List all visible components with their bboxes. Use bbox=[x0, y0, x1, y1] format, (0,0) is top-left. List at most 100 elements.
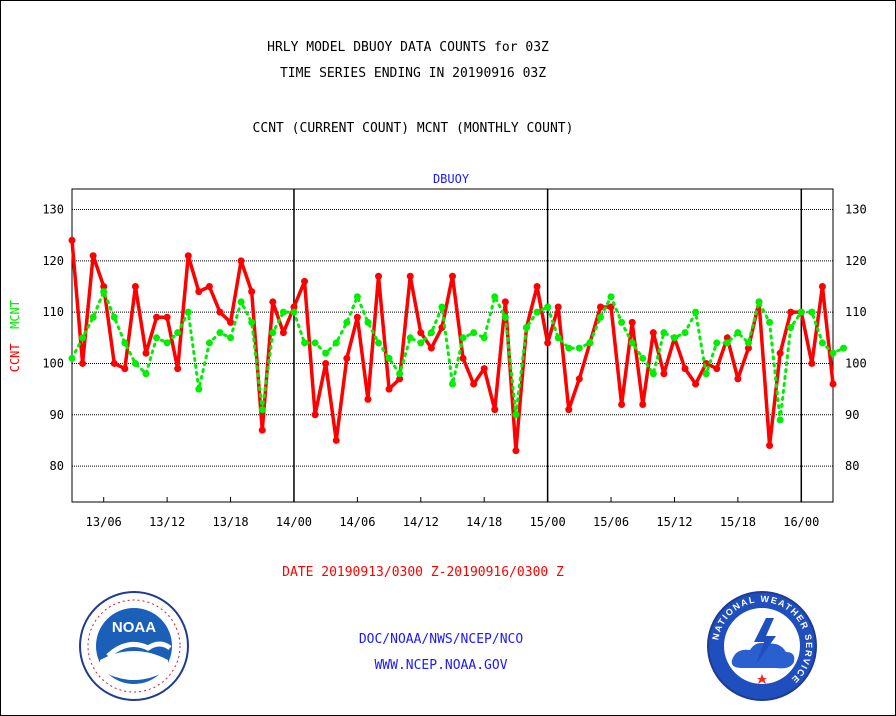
data-point-mcnt bbox=[607, 293, 615, 301]
data-point-mcnt bbox=[575, 344, 583, 352]
data-point-mcnt bbox=[744, 339, 752, 347]
data-point-ccnt bbox=[237, 257, 245, 265]
data-point-ccnt bbox=[195, 288, 203, 296]
data-point-mcnt bbox=[290, 308, 298, 316]
data-point-ccnt bbox=[311, 411, 319, 419]
data-point-mcnt bbox=[829, 349, 837, 357]
data-point-mcnt bbox=[649, 370, 657, 378]
data-point-ccnt bbox=[417, 329, 425, 337]
xtick-label: 15/06 bbox=[593, 515, 629, 529]
ytick-label-right: 110 bbox=[845, 305, 867, 319]
data-point-mcnt bbox=[480, 334, 488, 342]
data-point-ccnt bbox=[396, 375, 404, 383]
data-point-ccnt bbox=[279, 329, 287, 337]
data-point-mcnt bbox=[491, 293, 499, 301]
data-point-ccnt bbox=[501, 298, 509, 306]
chart-subtitle: CCNT (CURRENT COUNT) MCNT (MONTHLY COUNT… bbox=[252, 121, 574, 136]
data-point-ccnt bbox=[163, 313, 171, 321]
data-point-ccnt bbox=[100, 282, 108, 290]
data-point-ccnt bbox=[227, 318, 235, 326]
data-point-mcnt bbox=[522, 324, 530, 332]
data-point-mcnt bbox=[734, 329, 742, 337]
data-point-mcnt bbox=[512, 411, 520, 419]
noaa-logo: NOAA bbox=[79, 591, 189, 701]
data-point-ccnt bbox=[406, 272, 414, 280]
data-point-ccnt bbox=[142, 349, 150, 357]
data-point-ccnt bbox=[248, 288, 256, 296]
data-point-ccnt bbox=[512, 447, 520, 455]
nws-logo: NATIONAL WEATHER SERVICE bbox=[707, 591, 817, 701]
data-point-mcnt bbox=[184, 308, 192, 316]
ytick-label-right: 120 bbox=[845, 254, 867, 268]
data-point-ccnt bbox=[618, 401, 626, 409]
data-point-ccnt bbox=[427, 344, 435, 352]
data-point-ccnt bbox=[575, 375, 583, 383]
data-point-ccnt bbox=[290, 303, 298, 311]
data-point-mcnt bbox=[723, 339, 731, 347]
data-point-ccnt bbox=[459, 354, 467, 362]
data-point-ccnt bbox=[565, 406, 573, 414]
data-point-ccnt bbox=[491, 406, 499, 414]
data-point-ccnt bbox=[649, 329, 657, 337]
data-point-mcnt bbox=[216, 329, 224, 337]
data-point-ccnt bbox=[692, 380, 700, 388]
data-point-ccnt bbox=[787, 308, 795, 316]
data-point-mcnt bbox=[766, 318, 774, 326]
plot-area bbox=[71, 188, 834, 503]
data-point-mcnt bbox=[142, 370, 150, 378]
data-point-mcnt bbox=[163, 339, 171, 347]
xtick-label: 15/18 bbox=[720, 515, 756, 529]
ytick-label-right: 80 bbox=[845, 459, 859, 473]
data-point-ccnt bbox=[364, 395, 372, 403]
ytick-label-right: 100 bbox=[845, 356, 867, 370]
data-point-mcnt bbox=[438, 303, 446, 311]
xtick-label: 14/12 bbox=[403, 515, 439, 529]
data-point-mcnt bbox=[311, 339, 319, 347]
data-point-mcnt bbox=[195, 385, 203, 393]
data-point-ccnt bbox=[734, 375, 742, 383]
data-point-mcnt bbox=[279, 308, 287, 316]
xtick-label: 14/18 bbox=[466, 515, 502, 529]
data-point-mcnt bbox=[100, 288, 108, 296]
ytick-label-left: 80 bbox=[50, 459, 64, 473]
data-point-mcnt bbox=[174, 329, 182, 337]
data-point-mcnt bbox=[237, 298, 245, 306]
data-point-ccnt bbox=[808, 359, 816, 367]
data-point-mcnt bbox=[110, 313, 118, 321]
xtick-label: 15/00 bbox=[530, 515, 566, 529]
data-point-ccnt bbox=[533, 282, 541, 290]
data-point-mcnt bbox=[153, 334, 161, 342]
data-point-mcnt bbox=[131, 359, 139, 367]
data-point-ccnt bbox=[184, 252, 192, 260]
plot-title: DBUOY bbox=[432, 172, 470, 186]
data-point-mcnt bbox=[702, 370, 710, 378]
data-point-mcnt bbox=[227, 334, 235, 342]
data-point-mcnt bbox=[681, 329, 689, 337]
data-point-ccnt bbox=[554, 303, 562, 311]
ytick-label-left: 90 bbox=[50, 408, 64, 422]
data-point-mcnt bbox=[364, 318, 372, 326]
data-point-mcnt bbox=[121, 339, 129, 347]
data-point-ccnt bbox=[332, 436, 340, 444]
data-point-mcnt bbox=[459, 334, 467, 342]
chart-title-line2: TIME SERIES ENDING IN 20190916 03Z bbox=[279, 66, 547, 81]
data-point-mcnt bbox=[89, 313, 97, 321]
url-link[interactable]: WWW.NCEP.NOAA.GOV bbox=[374, 658, 508, 673]
data-point-mcnt bbox=[755, 298, 763, 306]
data-point-ccnt bbox=[470, 380, 478, 388]
data-point-ccnt bbox=[818, 282, 826, 290]
data-point-mcnt bbox=[205, 339, 213, 347]
data-point-ccnt bbox=[301, 277, 309, 285]
ytick-label-right: 90 bbox=[845, 408, 859, 422]
date-range-label: DATE 20190913/0300 Z-20190916/0300 Z bbox=[282, 565, 564, 580]
data-point-mcnt bbox=[544, 303, 552, 311]
data-point-mcnt bbox=[776, 416, 784, 424]
data-point-ccnt bbox=[449, 272, 456, 280]
data-point-mcnt bbox=[565, 344, 573, 352]
chart-title-line1: HRLY MODEL DBUOY DATA COUNTS for 03Z bbox=[267, 40, 549, 55]
data-point-mcnt bbox=[808, 308, 816, 316]
data-point-mcnt bbox=[596, 313, 604, 321]
data-point-mcnt bbox=[787, 324, 795, 332]
ytick-label-left: 100 bbox=[42, 356, 64, 370]
data-point-ccnt bbox=[375, 272, 383, 280]
